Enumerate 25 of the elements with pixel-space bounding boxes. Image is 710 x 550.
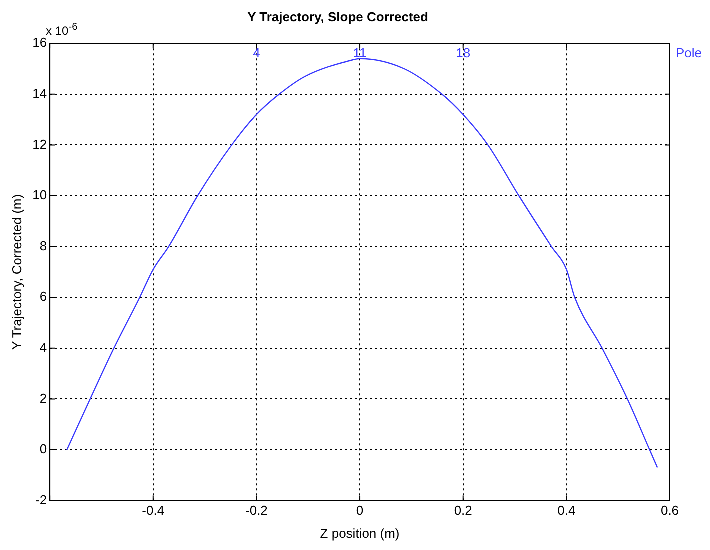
y-tick-label: 0	[40, 442, 48, 457]
x-tick-label: 0.6	[660, 503, 680, 518]
y-tick-label: 4	[40, 340, 48, 355]
annotation: 18	[456, 46, 471, 61]
y-tick-label: 2	[40, 390, 48, 406]
text: x 10$^{-6}$	[46, 22, 78, 38]
y-tick-label: 16	[32, 35, 48, 50]
line-series	[66, 58, 658, 468]
chart-title: Y Trajectory, Slope Corrected	[248, 9, 428, 24]
x-tick-label: -0.2	[246, 503, 268, 518]
y-tick-label: 6	[40, 289, 48, 304]
y-tick-label: 8	[40, 238, 48, 254]
y-tick-label: 12	[32, 136, 48, 152]
x-tick-label: 0.2	[454, 503, 472, 518]
x-axis-title: Z position (m)	[320, 526, 400, 541]
x-tick-label: -0.4	[142, 503, 165, 518]
text: Pole	[676, 46, 702, 61]
y-axis-title: Y Trajectory, Corrected (m)	[9, 194, 24, 350]
x-tick-label: 0	[356, 503, 364, 518]
annotation: 4	[253, 46, 260, 61]
annotation: 11	[353, 46, 367, 61]
y-tick-label: -2	[35, 492, 48, 508]
y-tick-label: 14	[32, 86, 48, 101]
y-tick-label: 10	[32, 188, 48, 203]
x-tick-label: 0.4	[558, 503, 576, 518]
